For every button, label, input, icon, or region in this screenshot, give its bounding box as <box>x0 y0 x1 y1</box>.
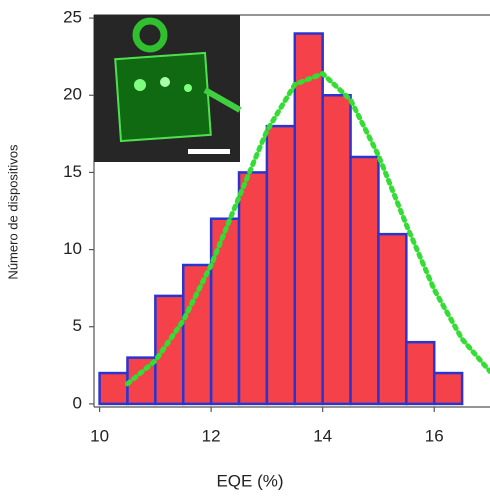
y-tick-label: 0 <box>73 393 82 412</box>
inset-photo <box>94 15 242 162</box>
bar <box>432 371 464 406</box>
y-tick-label: 20 <box>63 85 82 104</box>
y-axis-label: Número de dispositivos <box>5 144 20 280</box>
bar <box>405 340 436 406</box>
fit-curve <box>124 70 490 387</box>
bar <box>321 94 352 406</box>
bar <box>349 155 380 406</box>
bar <box>377 232 408 406</box>
bar <box>265 124 297 406</box>
y-tick-label: 10 <box>63 239 82 258</box>
bar <box>293 32 324 406</box>
x-axis-label: EQE (%) <box>216 471 283 490</box>
bar <box>181 263 213 406</box>
y-tick-label: 5 <box>73 316 82 335</box>
bar <box>237 171 269 406</box>
x-tick-label: 10 <box>90 426 109 445</box>
bar <box>98 371 129 406</box>
x-tick-label: 16 <box>425 426 444 445</box>
x-tick-label: 12 <box>202 426 221 445</box>
x-tick-label: 14 <box>313 426 332 445</box>
y-tick-label: 15 <box>63 162 82 181</box>
y-tick-label: 25 <box>63 8 82 27</box>
bar <box>209 217 241 406</box>
bar <box>154 294 185 406</box>
